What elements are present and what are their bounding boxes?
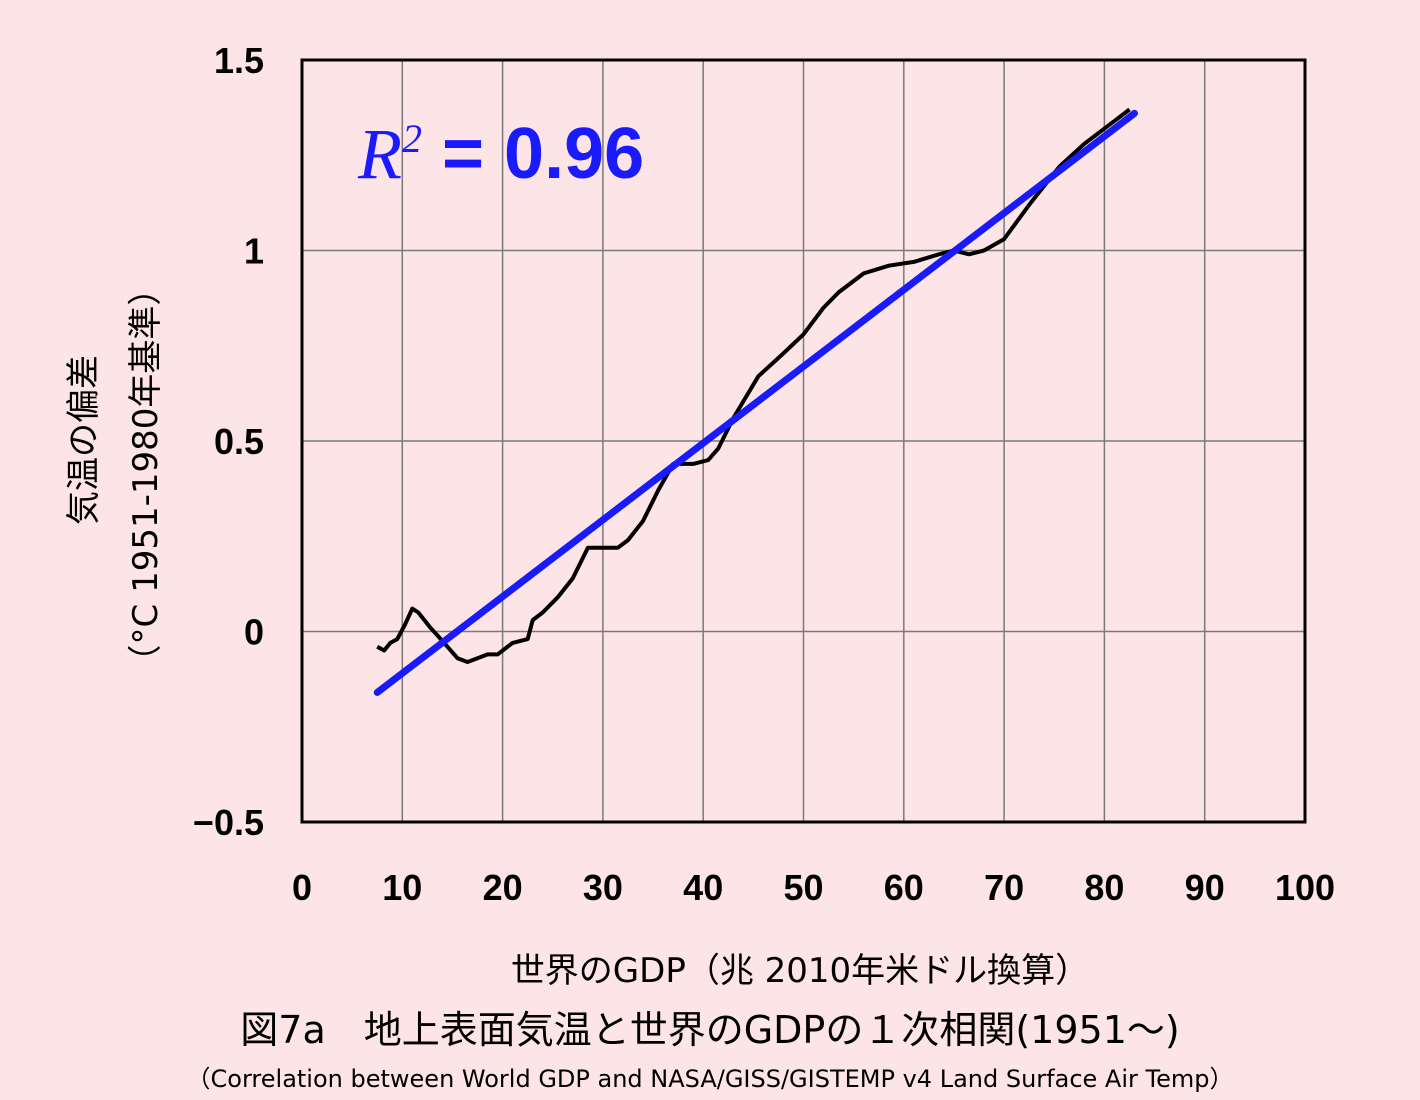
r-superscript: 2: [402, 116, 422, 161]
x-tick-labels: 0 10 20 30 40 50 60 70 80 90 100: [292, 867, 1335, 908]
figure-subcaption: （Correlation between World GDP and NASA/…: [186, 1065, 1234, 1093]
y-tick-labels: −0.5 0 0.5 1 1.5: [193, 40, 264, 843]
x-tick-label: 0: [292, 867, 312, 908]
x-tick-label: 60: [884, 867, 924, 908]
x-tick-label: 80: [1084, 867, 1124, 908]
y-axis-title-line2: （°C 1951-1980年基準）: [126, 272, 166, 679]
regression-fit-line: [373, 109, 1138, 696]
x-tick-label: 40: [683, 867, 723, 908]
y-tick-label: −0.5: [193, 802, 264, 843]
x-tick-label: 90: [1185, 867, 1225, 908]
x-axis-title: 世界のGDP（兆 2010年米ドル換算）: [511, 951, 1089, 991]
x-tick-label: 30: [583, 867, 623, 908]
r-symbol: R: [357, 114, 402, 194]
y-tick-label: 1.5: [214, 40, 264, 81]
y-tick-label: 1: [244, 231, 264, 272]
y-tick-label: 0: [244, 612, 264, 653]
x-tick-label: 20: [483, 867, 523, 908]
x-tick-label: 70: [984, 867, 1024, 908]
figure-caption: 図7a 地上表面気温と世界のGDPの１次相関(1951〜): [240, 1008, 1180, 1052]
chart: 0 10 20 30 40 50 60 70 80 90 100 −0.5 0 0.5 1 1.5 R2 =…: [64, 40, 1335, 991]
x-tick-label: 10: [382, 867, 422, 908]
r-squared-annotation: R2 = 0.96: [357, 114, 644, 194]
x-tick-label: 50: [783, 867, 823, 908]
y-axis-title-line1: 気温の偏差: [64, 355, 104, 525]
temperature-anomaly-line: [376, 107, 1131, 664]
r-squared-value: = 0.96: [422, 114, 644, 194]
x-tick-label: 100: [1275, 867, 1335, 908]
plot-area-frame: [300, 58, 1307, 824]
y-tick-label: 0.5: [214, 421, 264, 462]
